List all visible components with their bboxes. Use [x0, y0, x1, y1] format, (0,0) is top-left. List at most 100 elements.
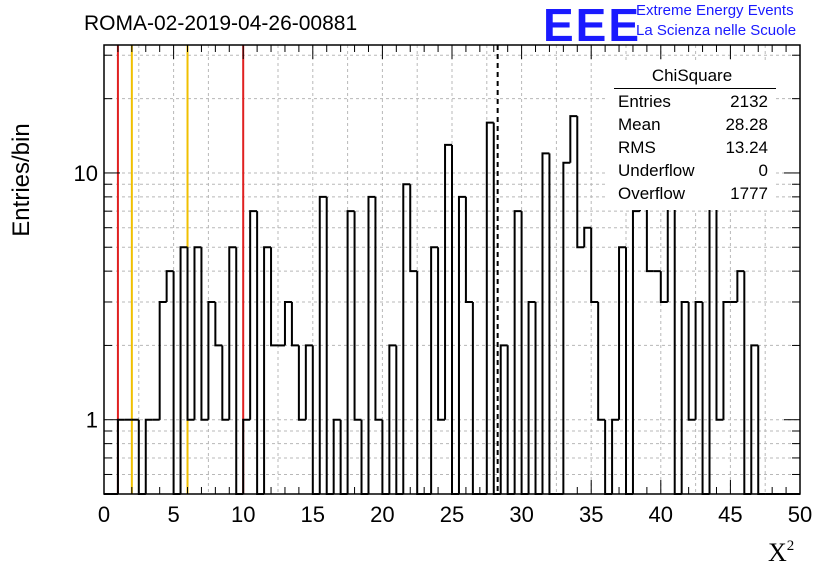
histogram-bar [346, 210, 355, 494]
stats-key: Overflow [618, 184, 686, 203]
histogram-bar [249, 210, 258, 420]
stats-key: RMS [618, 138, 656, 157]
stats-row-overflow: Overflow 1777 [618, 184, 768, 206]
histogram-bar [416, 271, 425, 495]
histogram-bar [290, 301, 299, 347]
histogram-bar [263, 246, 272, 494]
axes: 0 5 10 15 20 25 30 35 40 45 50 1 10 [74, 44, 812, 527]
histogram-bar [165, 270, 174, 302]
x-tick-label: 0 [98, 502, 110, 527]
histogram-bar [242, 418, 251, 494]
stats-key: Underflow [618, 161, 695, 180]
histogram-bar [430, 246, 439, 494]
histogram-bar [235, 247, 244, 495]
x-axis-label: X2 [768, 538, 794, 568]
x-tick-label: 20 [370, 502, 394, 527]
histogram-bar [200, 247, 209, 421]
histogram-bar [297, 345, 306, 421]
histogram-bar [680, 300, 689, 494]
stats-value: 28.28 [725, 115, 768, 134]
histogram-bar [715, 122, 724, 421]
histogram-bar [625, 247, 633, 495]
histogram-bar [722, 300, 731, 420]
histogram-bar [353, 211, 362, 421]
histogram-bar [471, 301, 480, 495]
histogram-bar [270, 247, 278, 347]
histogram-bar [645, 184, 654, 273]
histogram-bar [228, 246, 237, 420]
histogram-bar [402, 183, 411, 494]
brand-line-1: Extreme Energy Events [636, 2, 794, 19]
histogram-bar [457, 195, 466, 494]
histogram-bar [437, 247, 446, 421]
histogram-bar [548, 153, 557, 495]
histogram-bar [527, 300, 536, 494]
histogram-bar [659, 271, 668, 303]
histogram-bar [562, 161, 571, 494]
histogram-bar [179, 246, 188, 494]
stats-divider [614, 88, 776, 89]
histogram-bar [144, 418, 153, 494]
histogram-bar [590, 227, 599, 303]
stats-key: Mean [618, 115, 661, 134]
stats-key: Entries [618, 92, 671, 111]
x-tick-label: 15 [301, 502, 325, 527]
x-tick-label: 35 [579, 502, 603, 527]
y-tick-label: 1 [86, 408, 98, 433]
histogram-bar [485, 121, 494, 494]
y-axis-label: Entries/bin [8, 123, 35, 237]
histogram-bar [409, 184, 418, 273]
histogram-bar [611, 418, 620, 494]
stats-row-underflow: Underflow 0 [618, 161, 768, 183]
histogram-bar [736, 270, 745, 302]
x-tick-label: 30 [509, 502, 533, 527]
stats-row-entries: Entries 2132 [618, 92, 768, 114]
stats-title: ChiSquare [651, 66, 733, 85]
histogram-bar [172, 271, 181, 495]
marker-lines [116, 45, 499, 494]
x-axis-label-base: X [768, 538, 787, 567]
histogram-bar [618, 246, 626, 420]
histogram-bar [207, 300, 216, 420]
histogram-bar [444, 143, 452, 420]
x-tick-label: 50 [788, 502, 812, 527]
run-title: ROMA-02-2019-04-26-00881 [84, 12, 358, 35]
histogram-bar [214, 301, 223, 347]
x-axis-label-sup: 2 [786, 538, 795, 554]
histogram-bar [687, 301, 696, 421]
histogram-bar [701, 301, 710, 495]
stats-value: 0 [758, 161, 768, 180]
stats-box: ChiSquare Entries 2132 Mean 28.28 RMS 13.24… [608, 62, 776, 210]
histogram-bar [750, 344, 759, 494]
x-tick-label: 5 [167, 502, 179, 527]
stats-row-mean: Mean 28.28 [618, 115, 768, 137]
histogram-bar [583, 226, 592, 248]
histogram-bar [534, 301, 543, 495]
histogram-bar [193, 246, 202, 420]
histogram-bar [631, 210, 640, 494]
histogram-bar [541, 152, 550, 494]
histogram-bar [221, 345, 230, 421]
histogram-bar [318, 195, 327, 494]
histogram-bar [597, 301, 606, 421]
histogram-bar [464, 196, 473, 303]
x-tick-label: 25 [440, 502, 464, 527]
stats-value: 13.24 [725, 138, 768, 157]
eee-logo: EEE [543, 0, 642, 51]
histogram-bar [304, 344, 313, 420]
histogram-bar [158, 300, 167, 420]
stats-value: 2132 [730, 92, 768, 111]
histogram-bar [743, 271, 752, 495]
histogram-bar [256, 211, 265, 495]
stats-value: 1777 [730, 184, 768, 203]
histogram-bar [513, 210, 522, 494]
histogram-bar [520, 211, 529, 495]
stats-row-rms: RMS 13.24 [618, 138, 768, 160]
histogram-bar [694, 300, 703, 420]
y-tick-label: 10 [74, 161, 98, 186]
x-tick-label: 40 [649, 502, 673, 527]
histogram-bar [186, 247, 195, 421]
histogram-bar [499, 344, 508, 494]
histogram-bar [367, 195, 376, 494]
